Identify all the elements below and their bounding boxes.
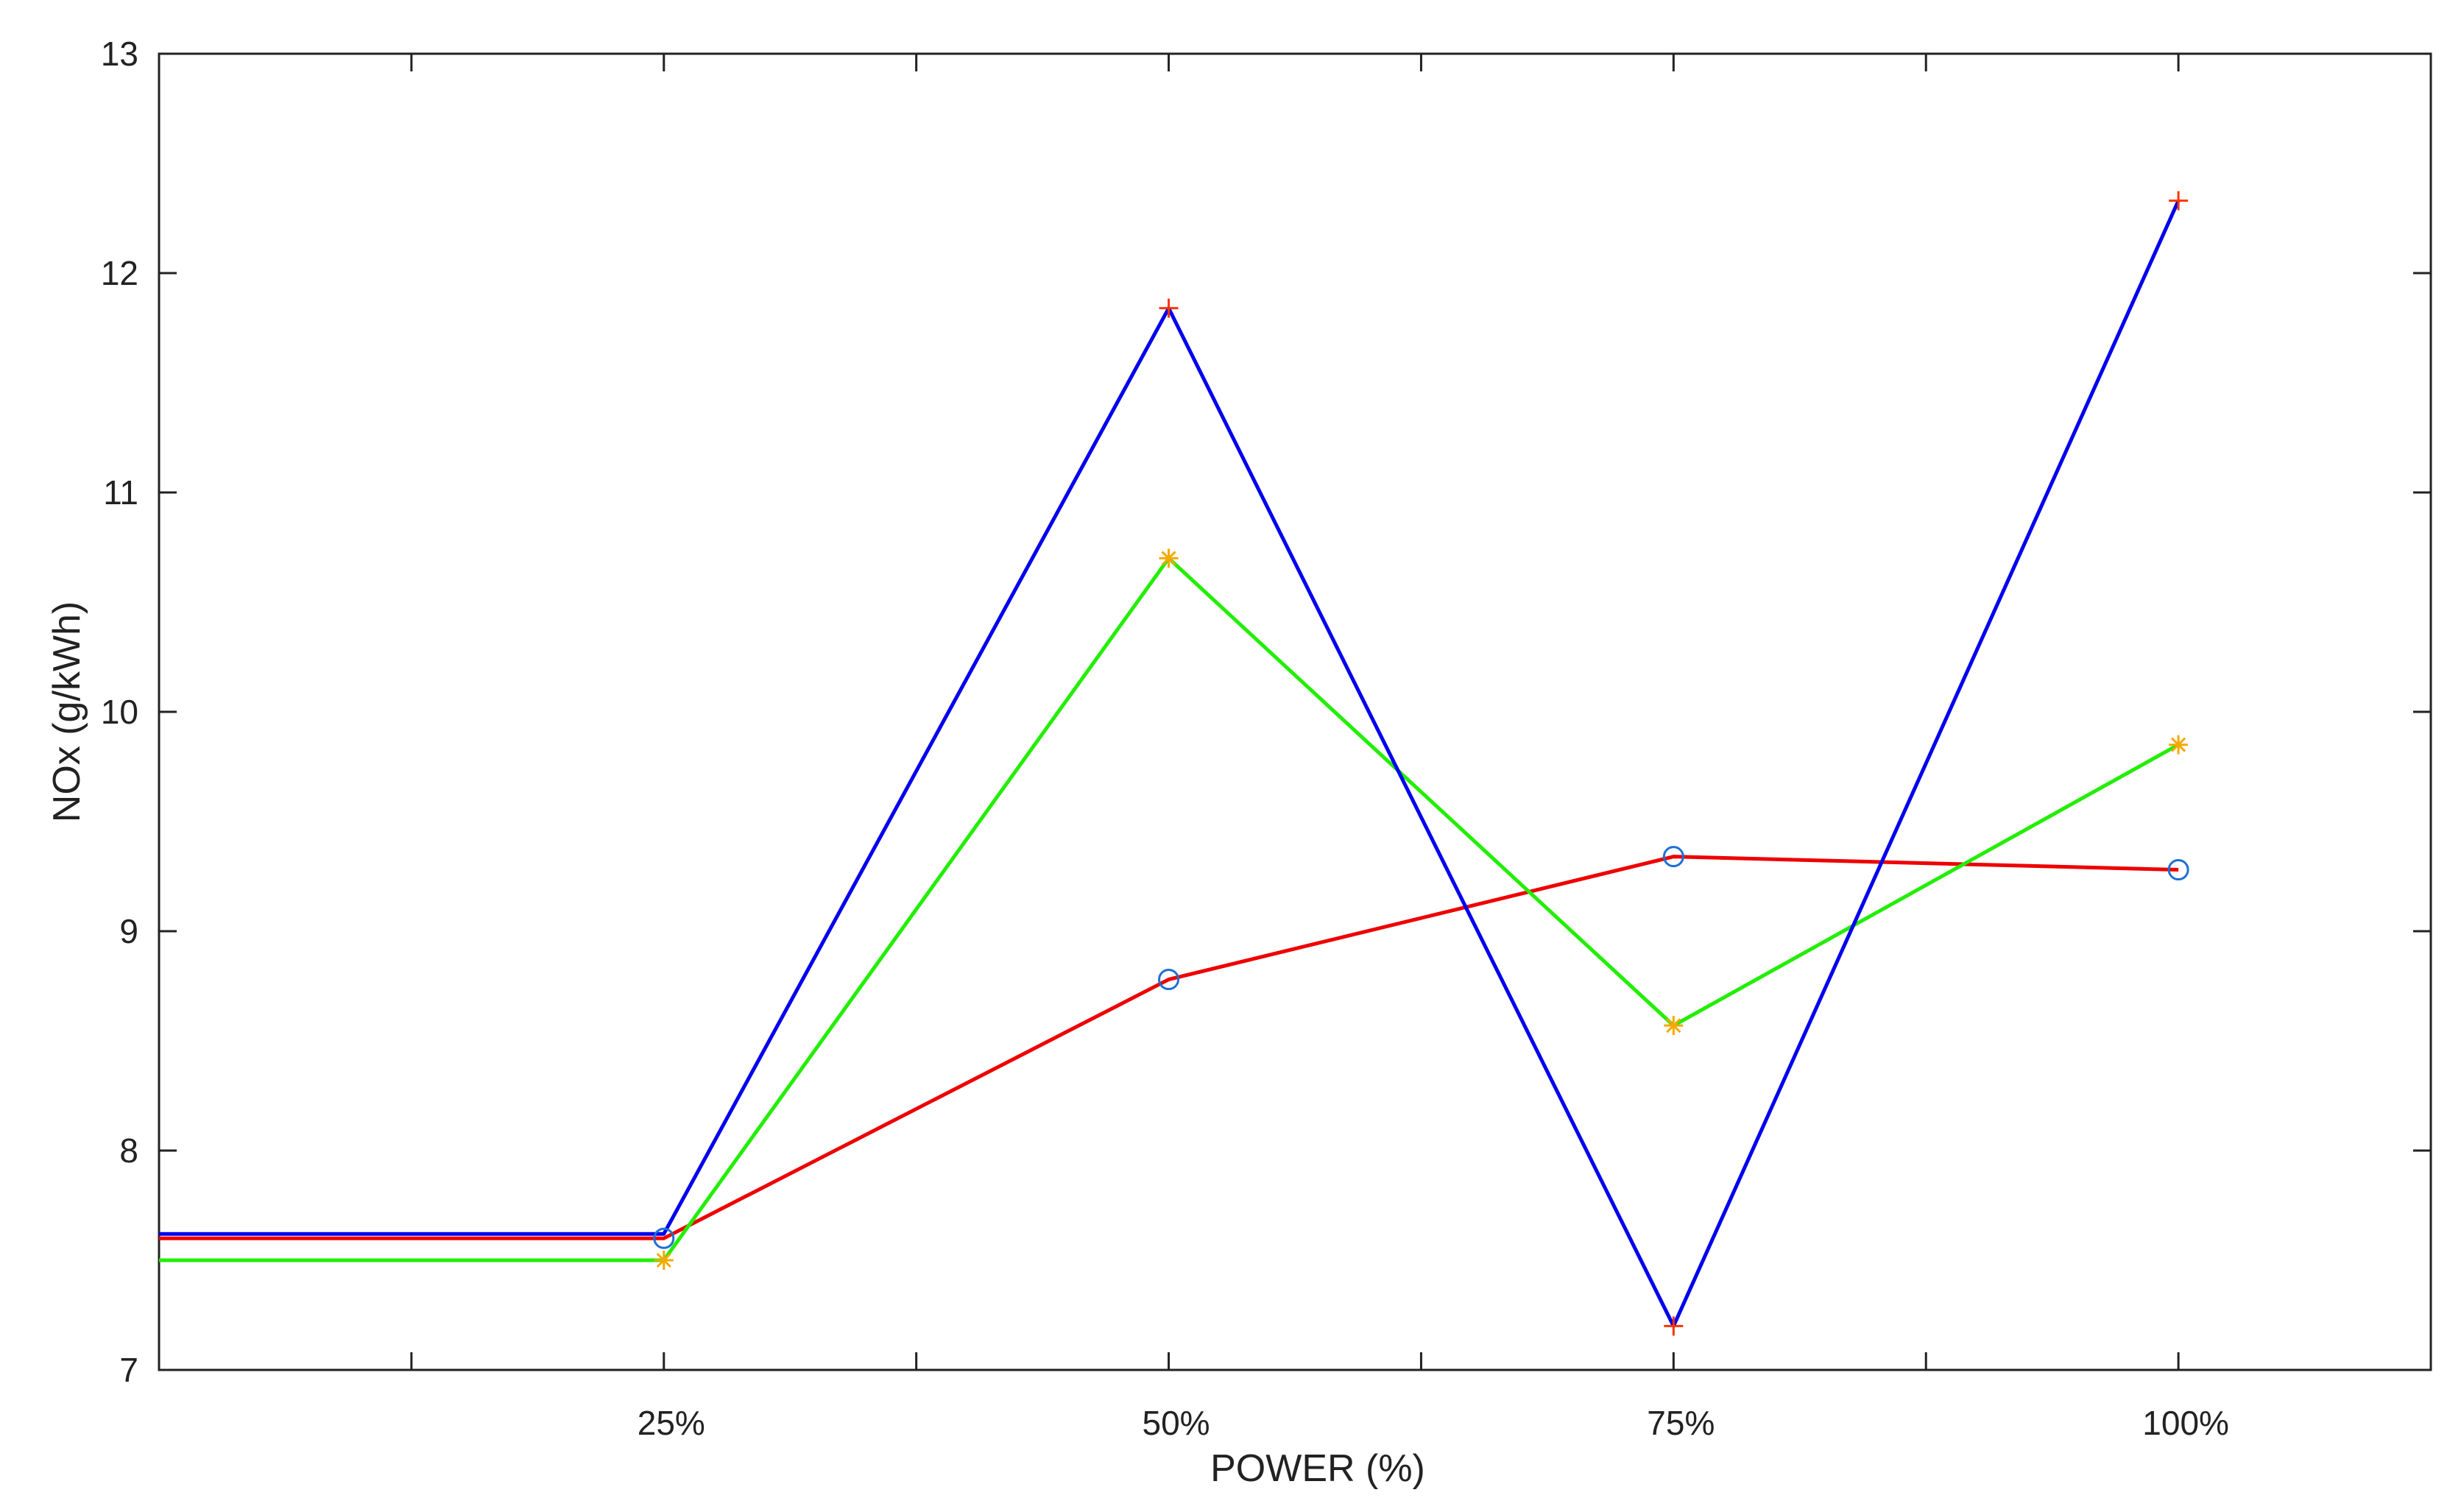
- data-point-star: [2169, 735, 2189, 755]
- data-point-plus: [2169, 191, 2189, 211]
- series-line: [159, 855, 2179, 1240]
- x-axis-title: POWER (%): [1210, 1447, 1425, 1490]
- axis-ticks: [159, 52, 2431, 1371]
- data-point-star: [1159, 548, 1179, 568]
- series-markers: [653, 191, 2189, 1336]
- data-point-circle: [2167, 859, 2189, 881]
- x-tick-label: 75%: [1647, 1404, 1715, 1442]
- data-point-circle: [1158, 969, 1180, 991]
- y-tick-label: 13: [101, 35, 138, 73]
- plot-area: [158, 52, 2432, 1371]
- y-tick-label: 10: [101, 693, 138, 731]
- x-tick-label: 100%: [2142, 1404, 2229, 1442]
- y-tick-label: 12: [101, 254, 138, 292]
- y-tick-label: 9: [119, 912, 138, 950]
- data-point-circle: [653, 1227, 675, 1249]
- y-tick-label: 7: [119, 1351, 138, 1389]
- y-tick-label: 8: [119, 1131, 138, 1170]
- data-point-star: [1664, 1016, 1684, 1036]
- x-tick-labels: 25% 50% 75% 100%: [638, 1404, 2229, 1442]
- y-tick-labels: 7 8 9 10 11 12 13: [101, 35, 138, 1389]
- data-point-circle: [1662, 846, 1684, 868]
- data-point-plus: [1664, 1316, 1684, 1336]
- y-tick-label: 11: [103, 473, 138, 512]
- y-axis-title: NOx (g/kWh): [46, 601, 88, 822]
- data-point-plus: [1159, 298, 1179, 318]
- data-point-star: [654, 1251, 674, 1270]
- x-tick-label: 25%: [638, 1404, 705, 1442]
- x-tick-label: 50%: [1143, 1404, 1210, 1442]
